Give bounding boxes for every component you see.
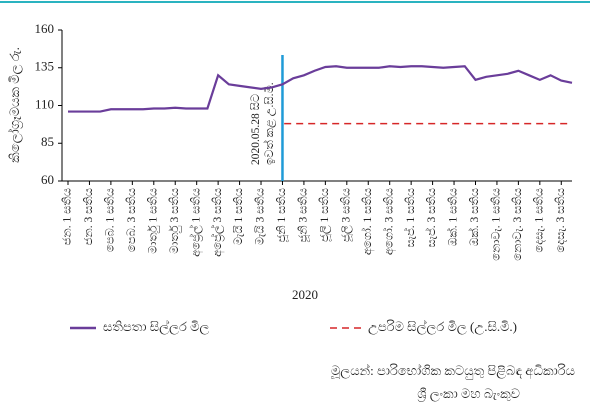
x-tick-label: පෙබ. 3 සතිය — [125, 187, 138, 252]
x-tick-label: අගෝ. 1 සතිය — [360, 187, 375, 255]
y-axis-label: කිලෝග්‍රෑමයක මිල රු. — [7, 47, 23, 163]
legend-label: උපරිම සිල්ලර මිල (උ.සි.මි.) — [368, 319, 517, 335]
source: ශ්‍රී ලංකා මහ බැංකුව — [417, 386, 520, 402]
x-tick-label: මැයි 1 සතිය — [232, 187, 245, 245]
series-line — [68, 65, 573, 113]
x-tick-label: නොවැ. 1 සතිය — [490, 187, 503, 260]
x-tick-label: දෙසැ. 1 සතිය — [533, 187, 546, 252]
y-tick-label: 110 — [35, 96, 54, 111]
y-tick-label: 85 — [41, 134, 54, 149]
y-tick-label: 135 — [35, 59, 55, 74]
x-tick-label: අප්‍රේල් 3 සතිය — [210, 187, 225, 257]
x-tick-label: මැයි 3 සතිය — [254, 187, 267, 245]
annotation-text: ඉවත් කළ උ.සි.මි. — [262, 82, 277, 165]
annotation-text: 2020.05.28 සිට — [249, 93, 262, 165]
x-tick-label: සැප්. 1 සතිය — [403, 187, 417, 247]
x-tick-label: නොවැ. 3 සතිය — [511, 187, 524, 260]
x-tick-label: ජූනි 1 සතිය — [275, 187, 288, 242]
legend-label: සතිපතා සිල්ලර මිල — [103, 319, 209, 335]
x-tick-label: ජූලි 1 සතිය — [318, 187, 332, 242]
y-tick-label: 160 — [35, 21, 55, 36]
x-tick-label: දෙසැ. 3 සතිය — [554, 187, 567, 252]
y-tick-label: 60 — [41, 172, 54, 187]
x-tick-label: මාර්තු 1 සතිය — [145, 187, 159, 253]
x-axis-label: 2020 — [292, 287, 318, 302]
x-tick-label: ජන. 1 සතිය — [61, 187, 74, 245]
x-tick-label: ඔක්. 1 සතිය — [446, 187, 460, 246]
x-tick-label: අප්‍රේල් 1 සතිය — [188, 187, 203, 257]
x-tick-label: මාර්තු 3 සතිය — [167, 187, 181, 253]
x-tick-label: ජූනි 3 සතිය — [297, 187, 310, 242]
x-tick-label: ඔක්. 3 සතිය — [467, 187, 481, 246]
source: මූලයන්: පාරිභෝගික කටයුතු පිළිබඳ අධිකාරිය — [330, 363, 575, 379]
x-tick-label: පෙබ. 1 සතිය — [104, 187, 117, 252]
x-tick-label: අගෝ. 3 සතිය — [381, 187, 396, 255]
x-tick-label: ජූලි 3 සතිය — [340, 187, 354, 242]
x-tick-label: සැප්. 3 සතිය — [424, 187, 438, 247]
x-tick-label: ජන. 3 සතිය — [82, 187, 95, 245]
